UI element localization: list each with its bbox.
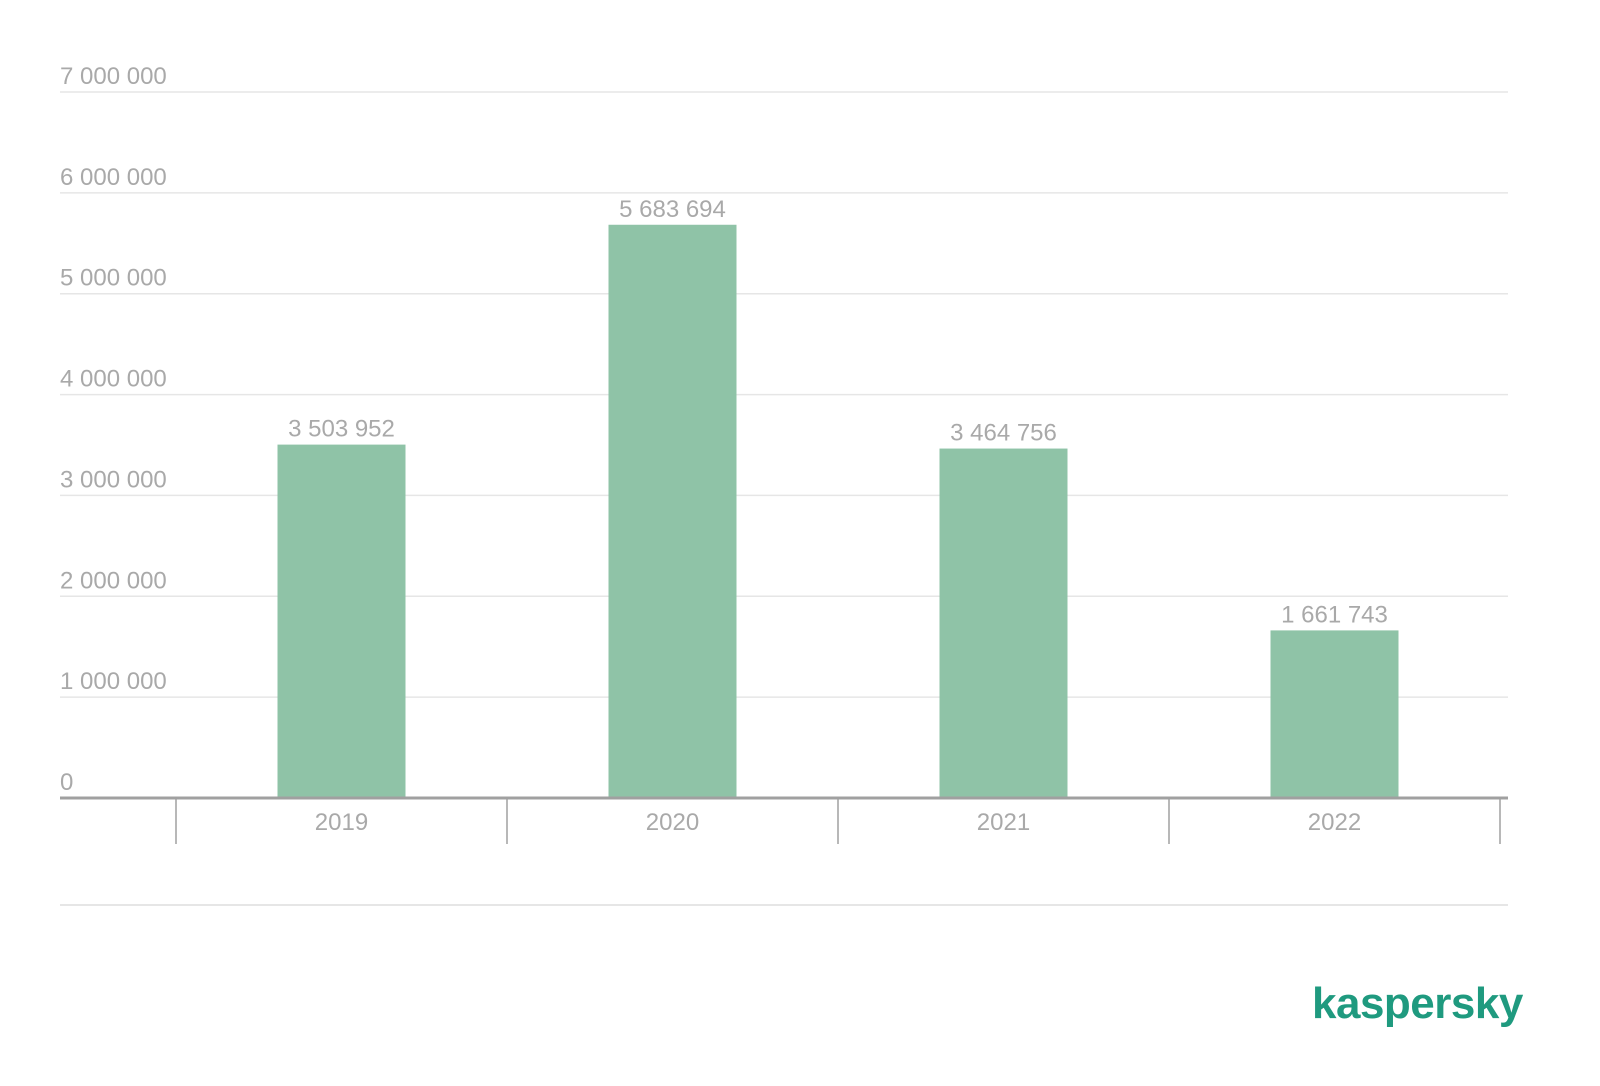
bar-2021 (939, 448, 1068, 798)
y-tick-label: 4 000 000 (60, 366, 167, 393)
y-tick-label: 0 (60, 769, 73, 796)
y-tick-label: 5 000 000 (60, 265, 167, 292)
kaspersky-logo: kaspersky (1312, 979, 1523, 1028)
x-tick-label: 2022 (1308, 809, 1361, 836)
bars (277, 224, 1399, 799)
x-tick-label: 2020 (646, 809, 699, 836)
y-tick-label: 3 000 000 (60, 466, 167, 493)
y-tick-label: 1 000 000 (60, 668, 167, 695)
bar-value-label: 5 683 694 (619, 196, 726, 223)
bar-2020 (608, 224, 737, 799)
x-axis (60, 796, 1508, 844)
bar-value-label: 1 661 743 (1281, 601, 1388, 628)
y-axis-tick-labels: 0 1 000 000 2 000 000 3 000 000 4 000 000 5 0… (60, 63, 167, 796)
bar-value-label: 3 464 756 (950, 420, 1057, 447)
x-tick-label: 2019 (315, 809, 368, 836)
y-tick-label: 2 000 000 (60, 567, 167, 594)
bar-2022 (1270, 630, 1399, 798)
bar-value-labels: 3 503 952 5 683 694 3 464 756 1 661 743 (288, 196, 1388, 629)
y-tick-label: 7 000 000 (60, 63, 167, 90)
x-tick-label: 2021 (977, 809, 1030, 836)
y-tick-label: 6 000 000 (60, 164, 167, 191)
x-axis-category-labels: 2019 2020 2021 2022 (315, 809, 1361, 836)
bar-value-label: 3 503 952 (288, 416, 395, 443)
bar-2019 (277, 444, 406, 798)
